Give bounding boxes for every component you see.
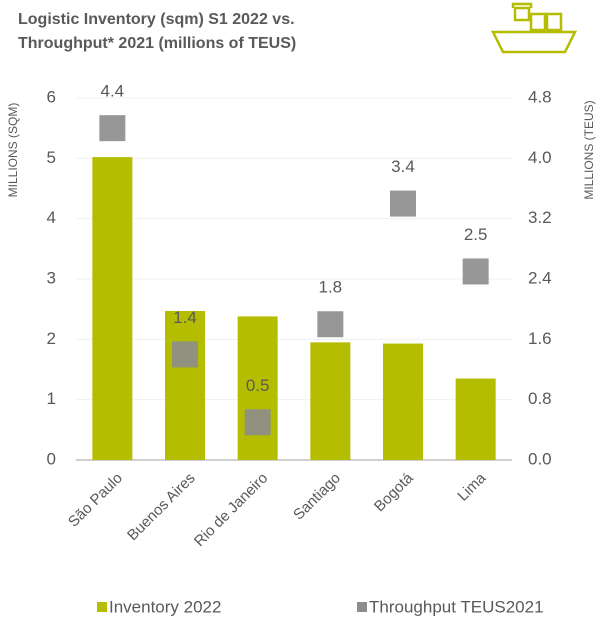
y2-tick-label: 0.0 — [528, 449, 552, 468]
legend-label: Throughput TEUS2021 — [369, 597, 544, 616]
chart-title: Throughput* 2021 (millions of TEUS) — [18, 35, 296, 52]
y-axis-label: MILLIONS (SQM) — [6, 103, 20, 198]
bar — [310, 342, 351, 460]
marker — [462, 258, 489, 285]
ship-icon — [490, 2, 578, 54]
marker — [244, 409, 271, 436]
x-tick-label: Rio de Janeiro — [191, 470, 271, 550]
y2-tick-label: 4.0 — [528, 148, 552, 167]
marker — [99, 115, 126, 142]
y-tick-label: 2 — [47, 329, 56, 348]
x-tick-label: Bogotá — [371, 469, 417, 515]
bar — [92, 157, 133, 461]
y-tick-label: 4 — [47, 208, 56, 227]
x-tick-label: Lima — [454, 469, 489, 504]
bar — [383, 343, 423, 460]
bar — [165, 310, 205, 460]
marker — [172, 341, 198, 368]
y2-tick-label: 4.8 — [528, 87, 552, 106]
chart-title: Logistic Inventory (sqm) S1 2022 vs. — [18, 11, 295, 28]
y-tick-label: 6 — [47, 87, 56, 106]
data-label: 0.5 — [246, 376, 270, 395]
legend-swatch — [97, 602, 107, 612]
x-tick-label: São Paulo — [65, 470, 126, 531]
y-tick-label: 0 — [47, 449, 56, 468]
y2-axis-label: MILLIONS (TEUS) — [582, 100, 596, 199]
legend-swatch — [357, 602, 367, 612]
data-label: 2.5 — [464, 225, 488, 244]
bar — [455, 378, 496, 460]
y2-tick-label: 3.2 — [528, 208, 552, 227]
y2-tick-label: 1.6 — [528, 329, 552, 348]
data-label: 1.4 — [173, 308, 197, 327]
bar — [237, 316, 278, 460]
y-tick-label: 5 — [47, 148, 56, 167]
x-tick-label: Santiago — [290, 470, 344, 524]
x-tick-label: Buenos Aires — [124, 470, 199, 545]
y2-tick-label: 2.4 — [528, 268, 552, 287]
data-label: 1.8 — [319, 278, 343, 297]
marker — [317, 311, 344, 338]
y-tick-label: 1 — [47, 389, 56, 408]
data-label: 3.4 — [391, 157, 415, 176]
marker — [390, 190, 416, 217]
data-label: 4.4 — [101, 82, 125, 101]
legend-label: Inventory 2022 — [109, 597, 221, 616]
y2-tick-label: 0.8 — [528, 389, 552, 408]
y-tick-label: 3 — [47, 268, 56, 287]
